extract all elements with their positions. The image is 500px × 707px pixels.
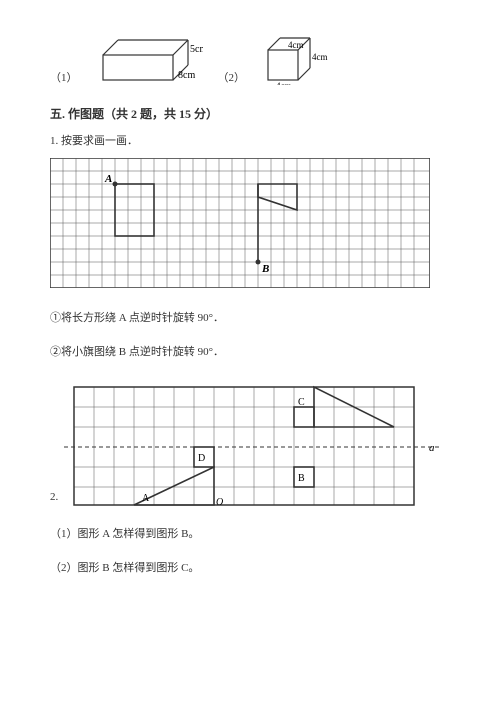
box1-svg: 5cm 8cm 10cm [93,30,203,85]
q2-row: 2. a A D O B C [50,377,450,507]
box2-svg: 4cm 4cm 4cm [260,30,330,85]
q2-o: O [216,497,223,507]
q2-grid: a A D O B C [64,377,444,507]
q2-b: B [298,473,305,484]
box1-h: 5cm [190,44,203,55]
q1-sub2: ②将小旗图绕 B 点逆时针旋转 90°． [50,343,450,359]
section-title: 五. 作图题（共 2 题，共 15 分） [50,105,450,122]
box1-label: （1） [50,69,78,85]
q1-sub1: ①将长方形绕 A 点逆时针旋转 90°． [50,309,450,325]
q1-grid: A B [50,158,450,291]
q2-d: D [198,453,205,464]
q2-axis: a [429,442,435,454]
box-diagrams: （1） 5cm 8cm 10cm （2） 4cm 4cm 4cm [50,30,450,85]
q1-label-a: A [104,173,112,185]
q1-prompt: 1. 按要求画一画． [50,132,450,148]
q2-a: A [142,493,150,504]
box1-w: 10cm [128,84,150,85]
q1-label-b: B [261,263,269,275]
box2-w: 4cm [276,81,292,85]
q2-num: 2. [50,491,58,503]
box2-d: 4cm [312,52,328,62]
q2-sub2: （2）图形 B 怎样得到图形 C。 [50,559,450,575]
box1-d: 8cm [178,70,195,81]
box2-h: 4cm [288,40,304,50]
q2-sub1: （1）图形 A 怎样得到图形 B。 [50,525,450,541]
q2-c: C [298,397,305,408]
box2-label: （2） [218,69,246,85]
